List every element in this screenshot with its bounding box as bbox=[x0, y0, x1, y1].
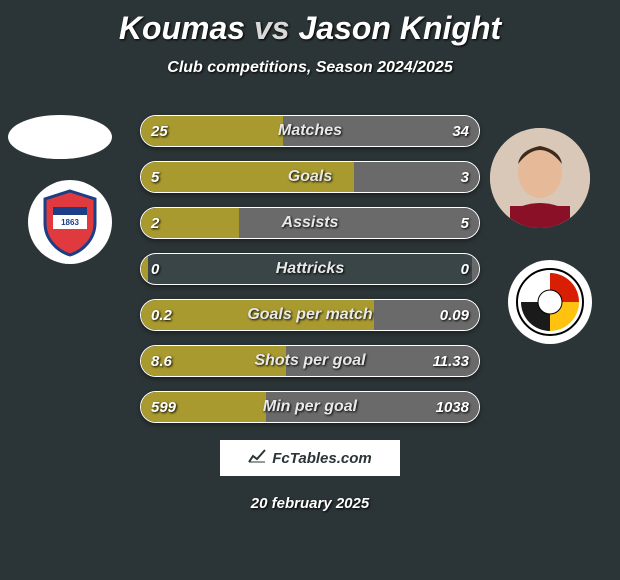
bar-right-fill bbox=[472, 254, 479, 284]
person-icon bbox=[490, 128, 590, 228]
player1-club-crest: 1863 bbox=[28, 180, 112, 264]
stat-right-value: 11.33 bbox=[433, 346, 469, 376]
bar-right-fill bbox=[239, 208, 479, 238]
comparison-bars: 2534Matches53Goals25Assists00Hattricks0.… bbox=[140, 115, 480, 437]
subtitle: Club competitions, Season 2024/2025 bbox=[0, 59, 620, 77]
stat-right-value: 5 bbox=[461, 208, 469, 238]
player2-name: Jason Knight bbox=[298, 10, 501, 46]
svg-text:1863: 1863 bbox=[61, 218, 79, 227]
stat-left-value: 2 bbox=[151, 208, 159, 238]
player1-photo bbox=[8, 115, 112, 159]
stat-row: 2534Matches bbox=[140, 115, 480, 147]
stat-right-value: 0 bbox=[461, 254, 469, 284]
shield-icon: 1863 bbox=[35, 187, 105, 257]
bar-right-fill bbox=[283, 116, 479, 146]
stat-row: 5991038Min per goal bbox=[140, 391, 480, 423]
stat-row: 25Assists bbox=[140, 207, 480, 239]
crest-icon bbox=[515, 267, 585, 337]
source-text: FcTables.com bbox=[272, 450, 371, 467]
chart-icon bbox=[248, 449, 266, 467]
footer-date: 20 february 2025 bbox=[0, 495, 620, 512]
stat-row: 53Goals bbox=[140, 161, 480, 193]
player1-name: Koumas bbox=[119, 10, 245, 46]
vs-text: vs bbox=[254, 10, 290, 46]
bar-left-fill bbox=[141, 254, 148, 284]
stat-right-value: 1038 bbox=[436, 392, 469, 422]
stat-left-value: 0.2 bbox=[151, 300, 172, 330]
stat-row: 8.611.33Shots per goal bbox=[140, 345, 480, 377]
source-logo: FcTables.com bbox=[220, 440, 400, 476]
comparison-title: Koumas vs Jason Knight bbox=[0, 0, 620, 47]
player2-photo bbox=[490, 128, 590, 228]
stat-right-value: 3 bbox=[461, 162, 469, 192]
stat-right-value: 0.09 bbox=[440, 300, 469, 330]
stat-left-value: 5 bbox=[151, 162, 159, 192]
bar-left-fill bbox=[141, 300, 374, 330]
stat-left-value: 8.6 bbox=[151, 346, 172, 376]
bar-left-fill bbox=[141, 162, 354, 192]
stat-left-value: 0 bbox=[151, 254, 159, 284]
stat-row: 0 0Hattricks bbox=[140, 253, 480, 285]
stat-left-value: 25 bbox=[151, 116, 168, 146]
stat-left-value: 599 bbox=[151, 392, 176, 422]
player2-club-crest bbox=[508, 260, 592, 344]
stat-label: Hattricks bbox=[141, 254, 479, 284]
stat-right-value: 34 bbox=[452, 116, 469, 146]
stat-row: 0.20.09Goals per match bbox=[140, 299, 480, 331]
